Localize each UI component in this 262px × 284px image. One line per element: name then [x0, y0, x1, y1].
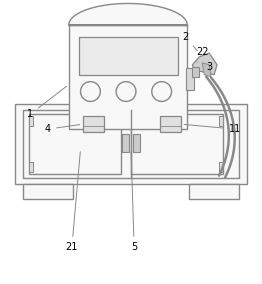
Bar	[219, 116, 223, 126]
Bar	[189, 183, 239, 199]
Text: 1: 1	[27, 86, 67, 119]
Bar	[160, 116, 182, 132]
Bar	[122, 134, 129, 152]
Text: 5: 5	[131, 152, 137, 252]
Text: 11: 11	[184, 124, 241, 134]
Text: 2: 2	[182, 32, 198, 51]
Circle shape	[116, 82, 136, 101]
Circle shape	[80, 82, 100, 101]
Bar	[69, 25, 187, 129]
Bar	[186, 68, 194, 89]
Bar	[133, 134, 140, 152]
Bar	[79, 37, 177, 75]
Bar	[131, 114, 223, 174]
Bar	[29, 114, 121, 174]
Polygon shape	[69, 3, 187, 25]
Polygon shape	[192, 53, 217, 75]
Text: 4: 4	[45, 124, 80, 134]
Bar	[83, 116, 104, 132]
Text: 3: 3	[206, 62, 214, 75]
Text: 22: 22	[196, 47, 209, 62]
Bar	[219, 162, 223, 172]
Bar	[29, 116, 33, 126]
Bar	[23, 183, 73, 199]
Text: 21: 21	[66, 152, 80, 252]
Bar	[15, 105, 247, 183]
Polygon shape	[192, 67, 199, 77]
Bar	[23, 110, 239, 178]
Bar	[29, 162, 33, 172]
Circle shape	[152, 82, 172, 101]
Polygon shape	[202, 63, 211, 77]
